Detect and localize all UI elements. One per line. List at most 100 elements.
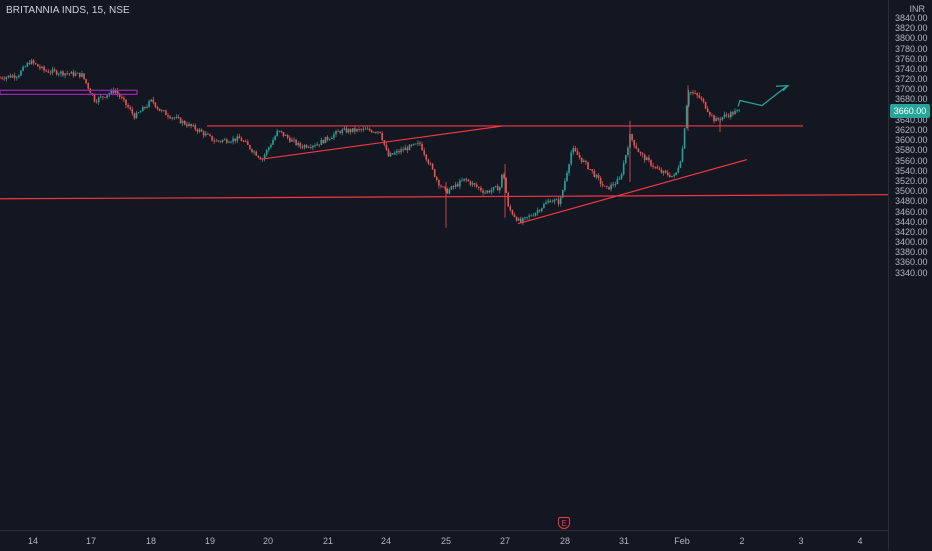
candle-body (641, 153, 644, 155)
candle-body (160, 110, 163, 112)
candle-body (339, 131, 341, 133)
candle-body (679, 161, 682, 168)
candle-body (286, 135, 289, 138)
candle-body (257, 155, 260, 158)
candle-body (349, 129, 352, 132)
candle-body (465, 178, 467, 180)
price-tick: 3680.00 (895, 94, 928, 105)
trendline-2[interactable] (517, 158, 748, 225)
candle-body (156, 106, 159, 109)
candle-body (253, 151, 255, 153)
time-axis[interactable]: 14 17 18 19 20 21 24 25 27 28 31 Feb 2 3 4 (0, 530, 888, 551)
candle-body (732, 112, 734, 115)
price-tick: 3400.00 (895, 237, 928, 248)
candle-body (509, 206, 512, 211)
candle-body (725, 114, 728, 116)
candle-body (0, 77, 1, 79)
candle-body (436, 176, 438, 180)
candle-body (501, 174, 503, 188)
candle-body (139, 111, 142, 113)
candle-body (74, 73, 77, 76)
price-axis[interactable]: INR 3840.00 3820.00 3800.00 3780.00 3760.00 3… (888, 0, 932, 550)
candle-body (681, 148, 684, 162)
price-tick: 3440.00 (895, 216, 928, 227)
candle-body (22, 66, 24, 71)
candle-body (622, 163, 625, 175)
candle-body (202, 131, 205, 136)
supply-zone-rect[interactable] (0, 89, 138, 95)
candle-body (360, 129, 362, 131)
candle-body (207, 133, 209, 135)
candle-body (469, 181, 472, 185)
candle-body (379, 131, 381, 133)
candle-body (547, 200, 549, 203)
earnings-marker-icon[interactable]: E (558, 517, 570, 529)
price-tick: 3540.00 (895, 165, 928, 176)
candle-body (503, 174, 505, 178)
candle-body (633, 140, 635, 146)
candle-body (32, 60, 35, 64)
candle-body (333, 134, 335, 138)
candle-body (93, 94, 96, 102)
candle-body (307, 147, 310, 148)
candle-body (734, 110, 736, 115)
candle-body (650, 160, 652, 166)
candle-body (425, 154, 428, 160)
candle-body (730, 112, 732, 117)
chart-pane[interactable]: BRITANNIA INDS, 15, NSE E (0, 0, 889, 530)
candle-body (104, 97, 106, 98)
candle-body (549, 200, 551, 203)
price-tick: 3340.00 (895, 267, 928, 278)
candle-body (291, 139, 293, 142)
candle-body (606, 186, 608, 188)
candle-body (135, 112, 138, 119)
candle-body (154, 102, 157, 107)
candle-body (450, 186, 453, 190)
trendline-1[interactable] (261, 125, 504, 160)
candle-body (299, 142, 302, 147)
candle-body (280, 130, 283, 133)
candle-body (58, 73, 60, 75)
candle-body (721, 117, 724, 120)
candle-body (660, 169, 663, 173)
candle-body (454, 184, 457, 188)
candle-body (177, 117, 180, 118)
candle-body (179, 117, 182, 124)
candle-body (625, 154, 627, 164)
candle-body (217, 140, 220, 142)
candlestick-chart[interactable] (0, 0, 889, 530)
candle-body (34, 63, 37, 65)
candle-body (427, 159, 430, 164)
candle-body (646, 157, 648, 161)
candle-body (402, 149, 404, 151)
candle-body (698, 95, 701, 98)
candle-body (249, 144, 251, 150)
candle-body (574, 148, 577, 152)
candle-body (423, 150, 425, 155)
projection-arrow[interactable] (737, 86, 787, 107)
candle-body (457, 184, 459, 187)
candle-body (236, 136, 239, 141)
candle-body (11, 75, 14, 78)
candle-body (381, 132, 383, 141)
last-price-label: 3660.00 (890, 103, 930, 118)
candle-body (66, 73, 68, 75)
candle-body (482, 190, 484, 193)
candle-body (106, 95, 108, 98)
candle-body (146, 106, 148, 108)
candle-body (142, 106, 144, 112)
candle-body (433, 169, 436, 177)
candle-body (555, 199, 558, 201)
candle-body (490, 190, 493, 193)
projection-arrowhead (775, 85, 790, 92)
candle-body (534, 212, 537, 216)
candle-body (102, 96, 104, 98)
time-tick: 28 (559, 536, 571, 546)
candle-body (81, 73, 83, 77)
candle-body (341, 129, 344, 133)
candle-body (49, 72, 52, 74)
candle-body (431, 164, 434, 170)
long-support-line[interactable] (0, 194, 889, 200)
candle-body (116, 90, 119, 94)
candle-body (536, 210, 539, 213)
